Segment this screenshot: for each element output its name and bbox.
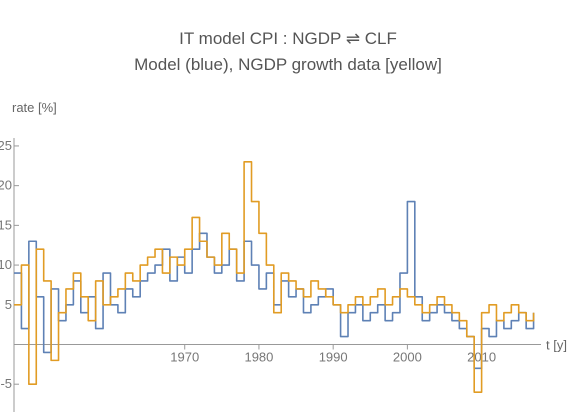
x-ticks: 1970 1980 1990 2000 2010: [170, 344, 496, 364]
y-tick-label: -5: [0, 376, 12, 391]
chart-subtitle: Model (blue), NGDP growth data [yellow]: [134, 55, 442, 74]
x-axis-label: t [y]: [546, 337, 567, 352]
y-tick-label: 5: [5, 297, 12, 312]
x-tick-label: 1970: [170, 349, 199, 364]
x-tick-label: 2000: [393, 349, 422, 364]
series-layer: [14, 161, 535, 393]
series-line-ngdp: [14, 161, 535, 393]
chart-title: IT model CPI : NGDP ⇌ CLF: [179, 29, 397, 48]
y-tick-label: 20: [0, 178, 12, 193]
y-ticks: -5 5 10 15 20 25: [0, 138, 19, 391]
y-axis-label: rate [%]: [12, 100, 57, 115]
y-tick-label: 25: [0, 138, 12, 153]
y-tick-label: 10: [0, 257, 12, 272]
y-tick-label: 15: [0, 217, 12, 232]
x-tick-label: 1990: [319, 349, 348, 364]
x-tick-label: 1980: [244, 349, 273, 364]
